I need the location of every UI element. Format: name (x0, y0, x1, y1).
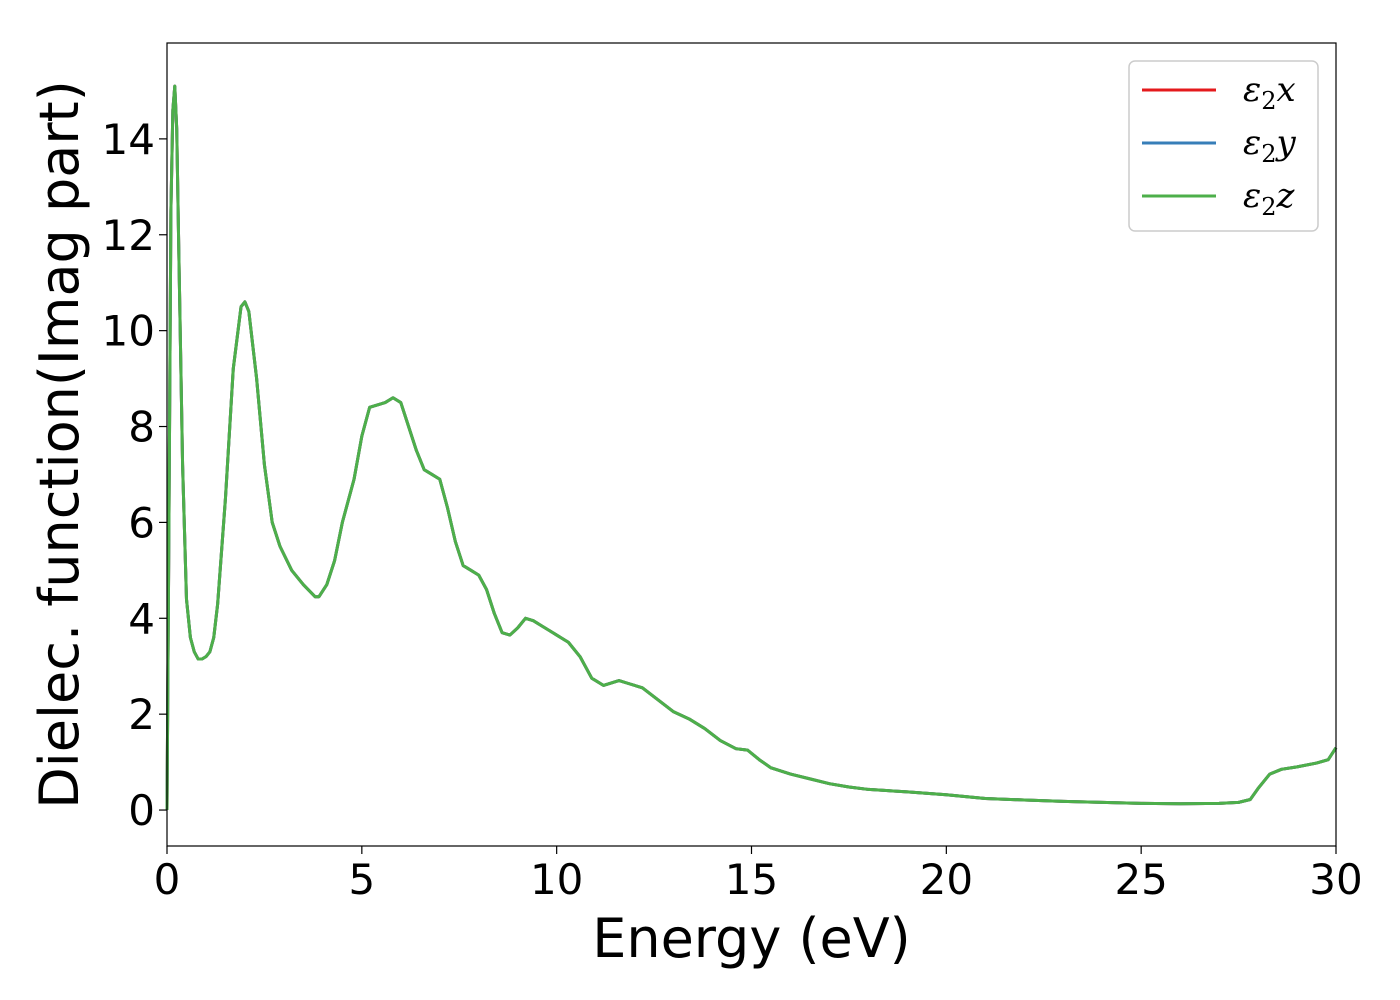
y-tick-label: 10 (102, 307, 155, 356)
x-tick-label: 15 (725, 855, 778, 904)
y-tick-label: 4 (128, 594, 155, 643)
y-axis-ticks: 0 2 4 6 8 10 12 14 (102, 115, 167, 835)
x-tick-label: 25 (1114, 855, 1167, 904)
series-line-z (165, 84, 1338, 811)
legend-label-z: ε2z (1243, 176, 1296, 221)
x-tick-label: 0 (154, 855, 181, 904)
x-tick-label: 10 (530, 855, 583, 904)
y-tick-label: 0 (128, 786, 155, 835)
y-axis-title: Dielec. function(Imag part) (28, 80, 91, 809)
x-axis-ticks: 0 5 10 15 20 25 30 (154, 846, 1363, 904)
legend-label-y: ε2y (1243, 123, 1297, 168)
x-tick-label: 30 (1309, 855, 1362, 904)
y-tick-label: 14 (102, 115, 155, 164)
x-tick-label: 20 (920, 855, 973, 904)
legend: ε2x ε2y ε2z (1128, 60, 1319, 232)
x-tick-label: 5 (348, 855, 375, 904)
y-tick-label: 8 (128, 403, 155, 452)
y-tick-label: 12 (102, 211, 155, 260)
y-tick-label: 2 (128, 690, 155, 739)
y-tick-label: 6 (128, 498, 155, 547)
legend-box (1128, 60, 1319, 232)
x-axis-title: Energy (eV) (592, 907, 911, 970)
legend-label-x: ε2x (1243, 70, 1296, 115)
plot-series (165, 84, 1338, 811)
